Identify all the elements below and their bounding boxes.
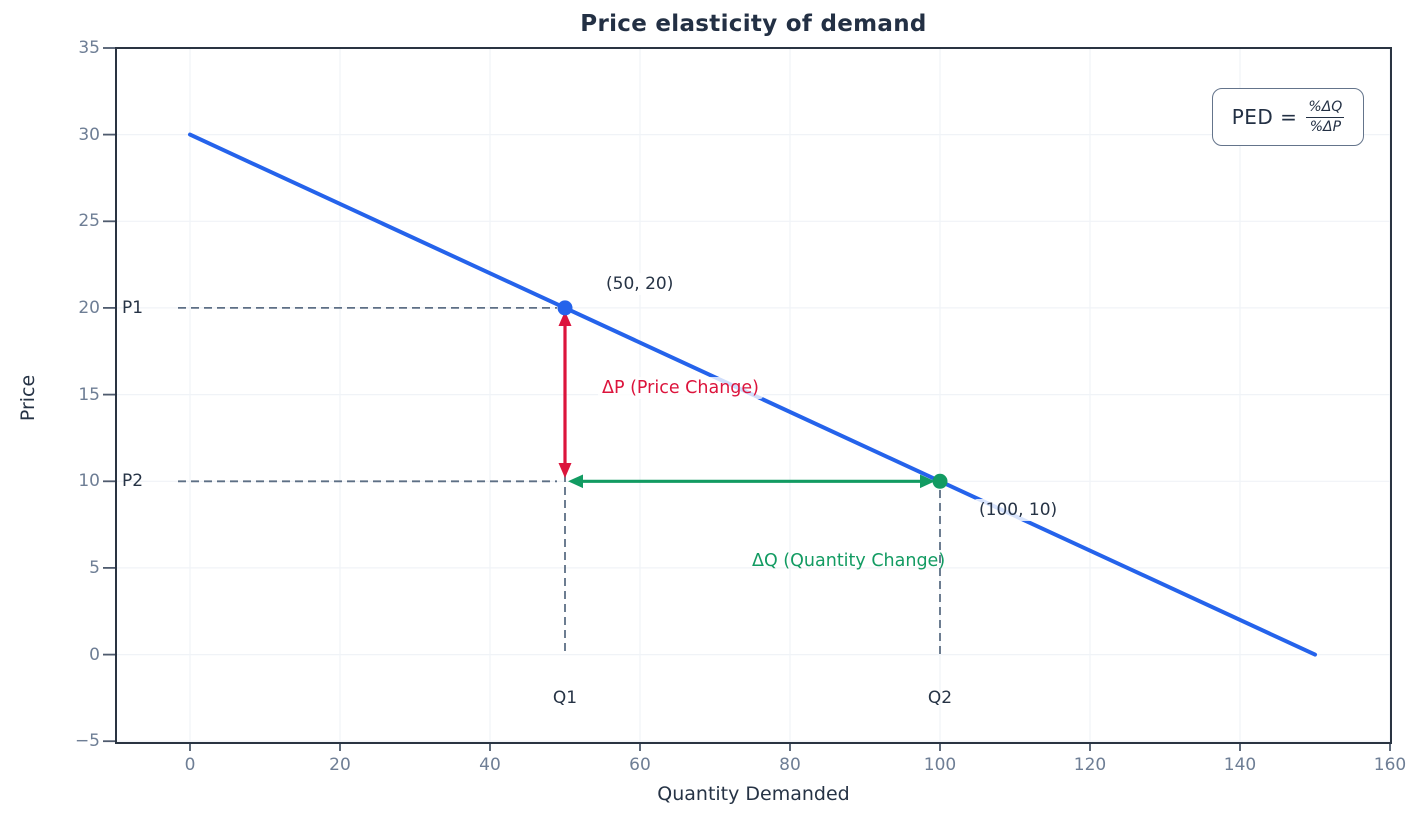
delta-p-label: ΔP (Price Change) (598, 377, 763, 399)
y-axis-label: Price (17, 374, 39, 422)
x-tick-label: 0 (184, 755, 196, 775)
x-tick-label: 80 (779, 755, 801, 775)
q2-label: Q2 (927, 688, 953, 708)
ped-formula-numerator: %ΔQ (1306, 99, 1345, 118)
chart-title: Price elasticity of demand (580, 11, 927, 37)
x-tick-label: 40 (479, 755, 501, 775)
axis-ticks (103, 47, 1391, 751)
y-tick-label: 0 (89, 645, 100, 665)
p2-label: P2 (122, 471, 144, 491)
p1-label: P1 (122, 298, 144, 318)
delta-q-label: ΔQ (Quantity Change) (752, 551, 946, 571)
plot-frame (115, 47, 1392, 744)
delta-q-arrow (568, 474, 935, 489)
point-label-50-20: (50, 20) (601, 273, 679, 295)
x-axis-label: Quantity Demanded (657, 783, 850, 805)
ped-formula-denominator: %ΔP (1309, 118, 1342, 135)
point-p2q2-marker (932, 473, 948, 489)
x-tick-label: 160 (1373, 755, 1407, 775)
delta-p-arrow (558, 311, 572, 478)
y-tick-label: −5 (74, 731, 100, 751)
y-tick-label: 15 (78, 385, 100, 405)
ped-formula-box: PED = %ΔQ %ΔP (1212, 88, 1364, 146)
point-p1q1-marker (557, 300, 573, 316)
x-tick-label: 20 (329, 755, 351, 775)
y-tick-label: 25 (78, 211, 100, 231)
y-tick-label: 5 (89, 558, 100, 578)
x-tick-label: 140 (1223, 755, 1257, 775)
x-tick-label: 60 (629, 755, 651, 775)
point-label-100-10: (100, 10) (974, 499, 1063, 521)
x-tick-label: 100 (923, 755, 957, 775)
x-tick-label: 120 (1073, 755, 1107, 775)
y-tick-label: 10 (78, 471, 100, 491)
ped-formula-lhs: PED = (1231, 105, 1298, 129)
q1-label: Q1 (552, 688, 578, 708)
ped-formula-fraction: %ΔQ %ΔP (1306, 99, 1345, 135)
y-tick-label: 20 (78, 298, 100, 318)
y-tick-label: 30 (78, 125, 100, 145)
y-tick-label: 35 (78, 38, 100, 58)
